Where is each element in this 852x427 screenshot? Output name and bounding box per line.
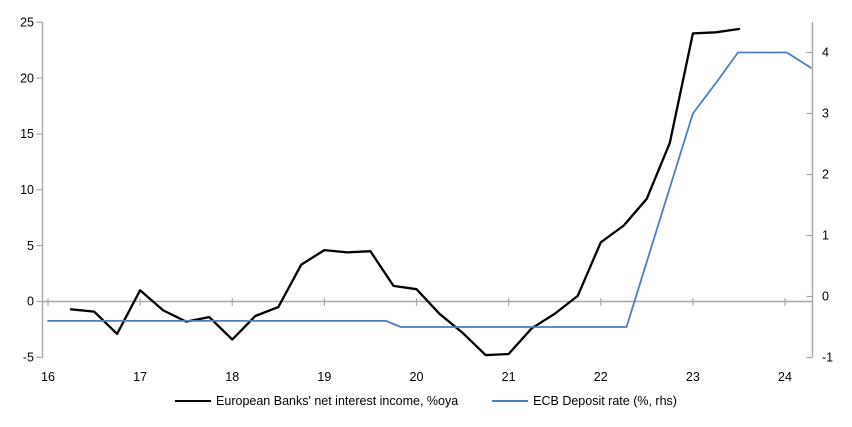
left-y-tick-label: 20 [20,71,34,85]
x-tick-label: 19 [317,370,331,384]
left-y-tick-label: -5 [23,351,34,365]
black-line-swatch-icon [175,400,212,402]
ecb-deposit-rate-line [47,51,812,328]
x-tick-label: 18 [225,370,239,384]
x-tick-label: 22 [594,370,608,384]
x-tick-label: 20 [410,370,424,384]
left-y-tick-label: 15 [20,127,34,141]
x-tick-label: 24 [778,370,792,384]
x-tick-label: 16 [41,370,55,384]
right-y-tick-label: 0 [822,290,829,304]
x-tick-label: 23 [686,370,700,384]
legend-label-net-interest-income: European Banks' net interest income, %oy… [216,394,459,408]
left-y-tick-label: 5 [27,239,34,253]
chart-legend: European Banks' net interest income, %oy… [0,394,852,408]
right-y-tick-label: 4 [822,46,829,60]
right-y-tick-label: 1 [822,229,829,243]
net-interest-income-line [69,27,741,357]
left-y-tick-label: 25 [20,15,34,29]
x-tick-label: 17 [133,370,147,384]
right-y-tick-label: -1 [822,351,833,365]
legend-label-ecb-deposit-rate: ECB Deposit rate (%, rhs) [533,394,677,408]
right-y-tick-label: 2 [822,168,829,182]
legend-item-net-interest-income: European Banks' net interest income, %oy… [175,394,458,408]
legend-item-ecb-deposit-rate: ECB Deposit rate (%, rhs) [492,394,677,408]
left-y-tick-label: 0 [27,295,34,309]
left-y-tick-label: 10 [20,183,34,197]
x-tick-label: 21 [502,370,516,384]
right-y-tick-label: 3 [822,107,829,121]
blue-line-swatch-icon [492,400,529,402]
